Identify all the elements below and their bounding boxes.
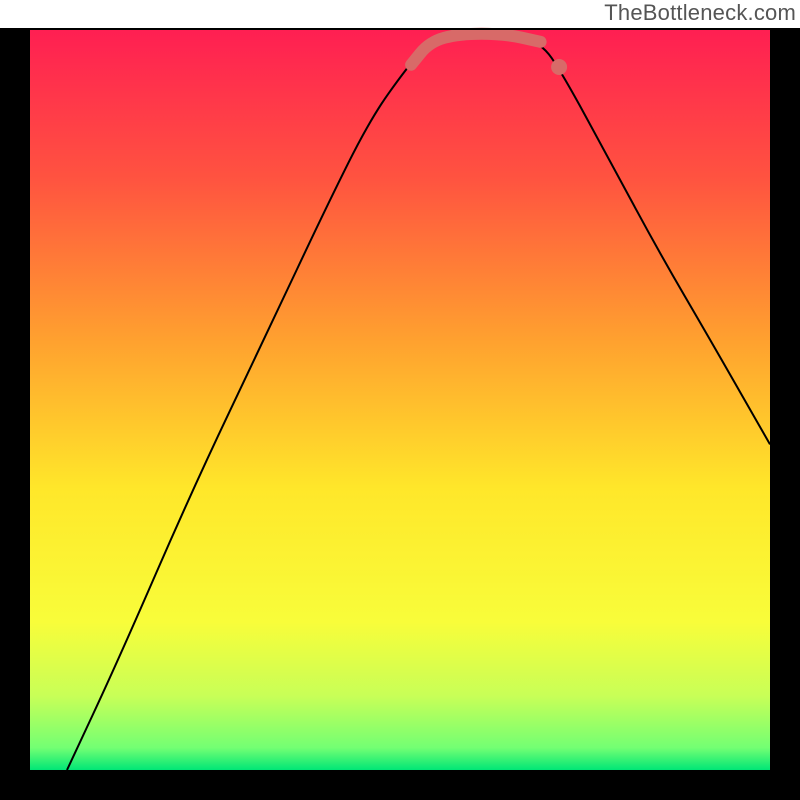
plot-border-right [770, 28, 800, 800]
plot-background [30, 30, 770, 770]
bottleneck-chart [0, 0, 800, 800]
plot-border-bottom [0, 770, 800, 800]
chart-frame: TheBottleneck.com [0, 0, 800, 800]
plot-border-top [0, 28, 800, 30]
marker-dot [551, 59, 567, 75]
attribution-label: TheBottleneck.com [0, 0, 800, 26]
plot-border-left [0, 28, 30, 800]
